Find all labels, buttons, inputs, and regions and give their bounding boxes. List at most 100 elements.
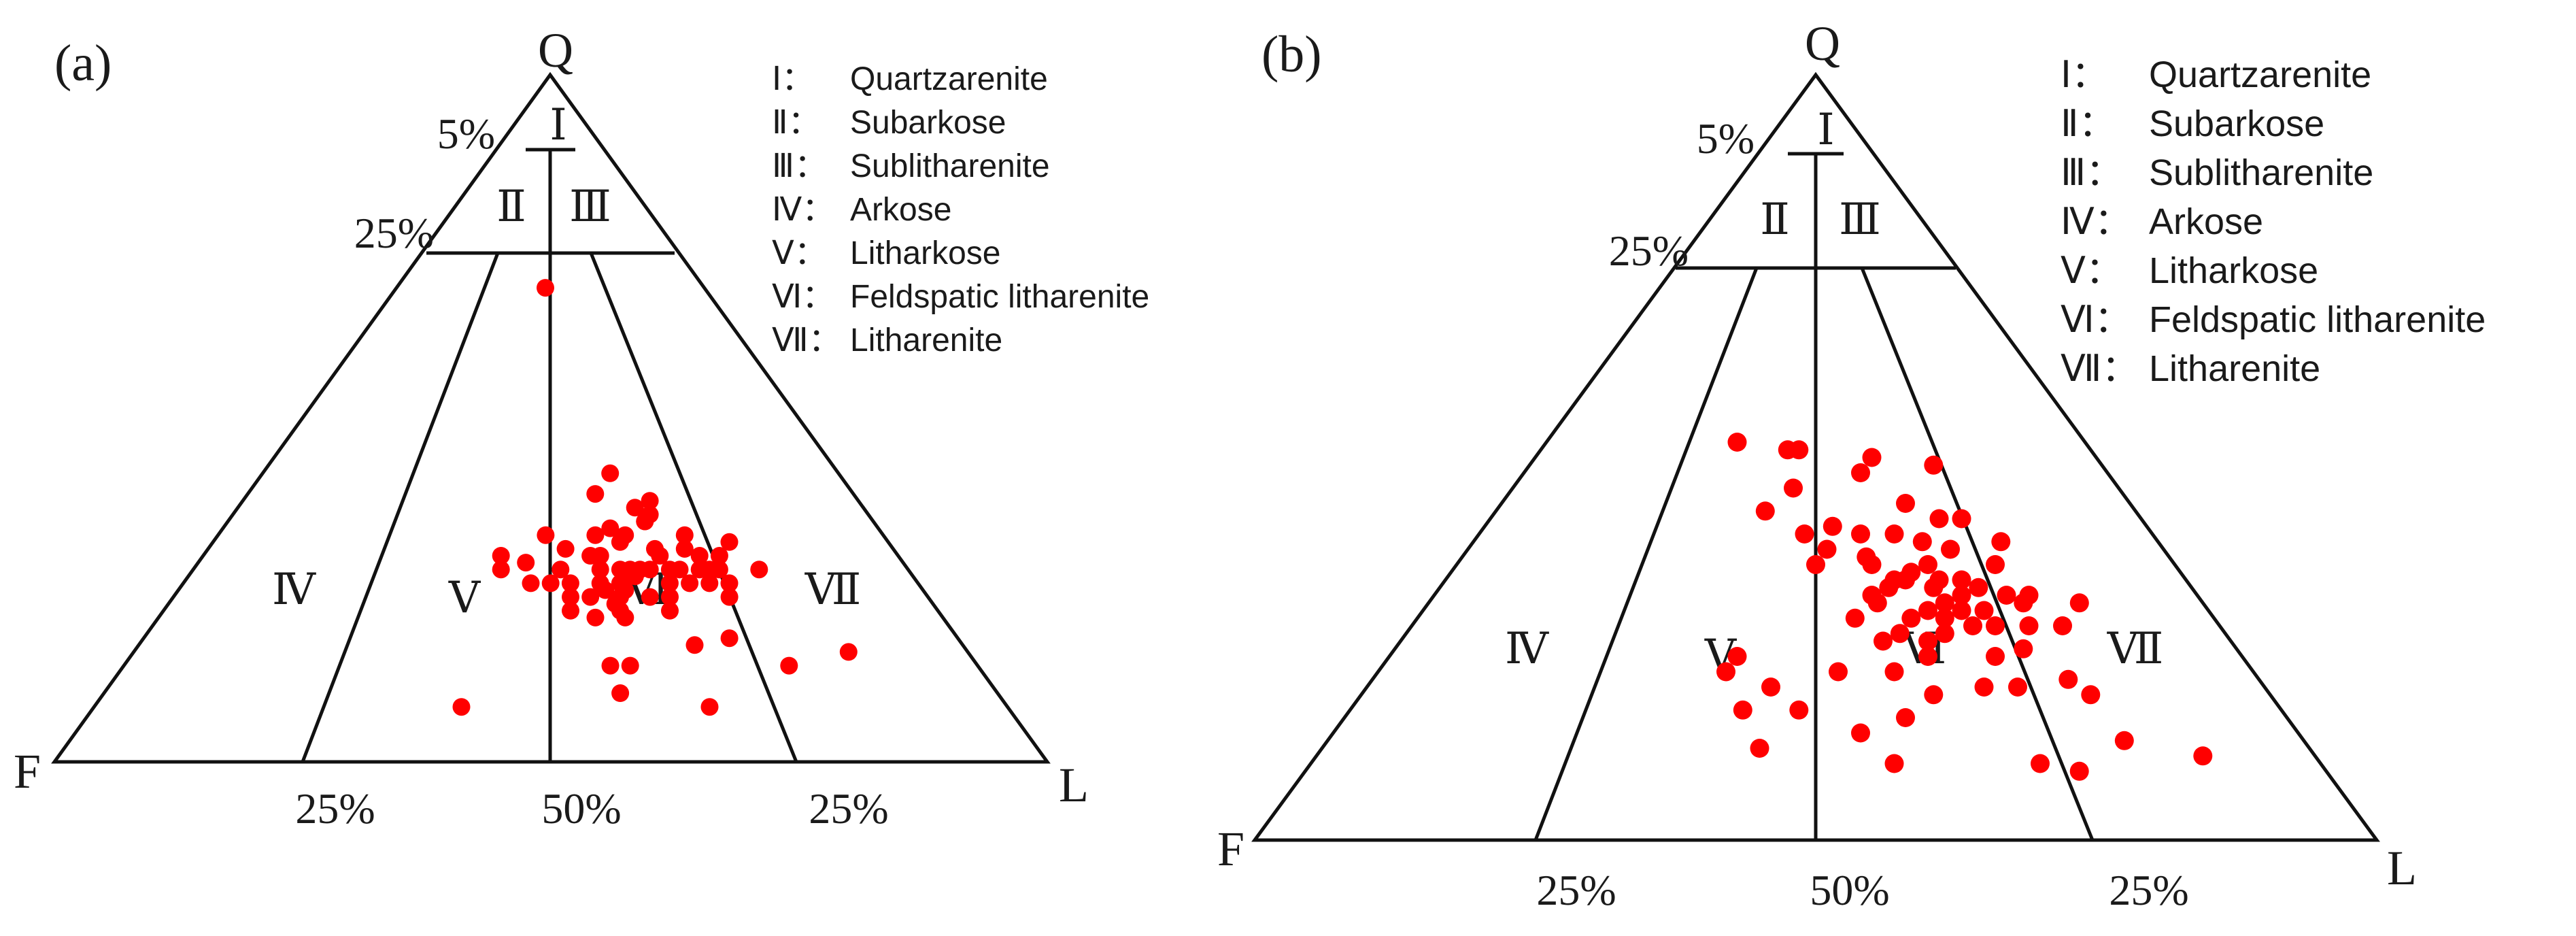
data-point [2014,593,2033,613]
legend-numeral-4: Ⅳ： [772,192,834,228]
data-point [1929,509,1949,529]
data-point [671,561,689,579]
data-point [562,601,579,620]
panel-a: (a) Q F L Ⅰ Ⅱ Ⅲ Ⅳ Ⅴ Ⅵ Ⅶ 5% 25% 25% 50% 2… [14,23,1149,833]
data-point [651,547,669,565]
data-point [586,485,605,503]
data-point [626,499,644,517]
data-point [2069,761,2089,781]
data-point [1997,586,2016,605]
legend-numeral-1: Ⅰ： [2061,54,2108,95]
region-label-i: Ⅰ [549,101,566,149]
data-point [1884,754,1904,773]
data-point [562,588,579,606]
data-point [1789,440,1809,460]
data-point [581,588,600,606]
data-point [616,608,634,626]
vertex-label-f: F [14,744,41,799]
data-point [537,526,555,544]
data-point [675,539,694,558]
region-label-iii: Ⅲ [1839,195,1881,244]
data-point [1974,601,1994,620]
data-point [1924,455,1944,475]
tick-label-left: 25% [295,784,375,833]
data-point [2019,616,2039,635]
legend-name-5: Litharkose [850,235,1000,271]
tick-label-q75: 25% [354,209,434,257]
data-point [710,547,728,565]
data-point [1935,593,1954,613]
data-point [1851,463,1870,482]
data-point [1974,678,1994,697]
data-point [1986,647,2005,666]
data-point [685,636,704,654]
legend-numeral-4: Ⅳ： [2061,201,2131,242]
legend-name-4: Arkose [850,192,951,228]
legend-name-4: Arkose [2149,201,2263,242]
data-point [1851,524,1870,544]
data-point [641,492,659,510]
data-point [661,601,679,620]
data-point [750,561,768,579]
data-point [601,464,620,482]
data-point [1918,631,1937,651]
data-point [1952,570,1971,590]
data-point [601,656,620,675]
legend-name-7: Litharenite [850,322,1002,358]
data-point [1750,739,1769,758]
data-point [2069,593,2089,613]
data-point [660,574,679,592]
data-point [541,574,560,592]
panel-b: (b) Q F L Ⅰ Ⅱ Ⅲ Ⅳ Ⅴ Ⅵ Ⅶ 5% 25% 25% 50% 2… [1217,16,2486,914]
panel-label: (b) [1261,26,1322,83]
region-label-v: Ⅴ [448,573,481,622]
vertex-label-q: Q [538,23,573,78]
data-point [492,547,510,565]
legend-numeral-5: Ⅴ： [2061,250,2122,291]
data-points [452,279,858,716]
legend: Ⅰ： Quartzarenite Ⅱ： Subarkose Ⅲ： Sublith… [772,61,1149,358]
data-point [720,574,739,592]
legend-name-5: Litharkose [2149,250,2318,291]
data-point [2114,731,2134,750]
data-point [1867,593,1887,613]
data-point [596,581,615,599]
data-point [1918,555,1937,574]
data-point [661,588,679,606]
data-point [1733,700,1752,720]
boundary-fl-left [1533,267,1759,841]
legend-numeral-6: Ⅵ： [772,279,834,315]
data-point [1952,601,1971,620]
region-label-iv: Ⅳ [272,565,316,614]
region-label-i: Ⅰ [1817,105,1834,154]
data-point [1784,478,1803,498]
data-point [1935,608,1954,628]
region-label-vii: Ⅶ [2107,624,2164,673]
data-point [1918,601,1937,620]
legend: Ⅰ： Quartzarenite Ⅱ： Subarkose Ⅲ： Sublith… [2061,54,2486,389]
data-point [700,698,719,716]
data-point [522,574,540,592]
data-point [1912,532,1932,552]
data-point [681,574,699,592]
data-point [641,588,659,606]
vertex-label-l: L [1059,758,1089,812]
legend-numeral-3: Ⅲ： [772,148,827,184]
data-point [1862,448,1882,467]
legend-name-6: Feldspatic litharenite [2149,299,2486,340]
tick-label-left: 25% [1536,866,1616,914]
data-point [621,656,639,675]
data-point [586,608,605,626]
boundary-fl-right [589,252,798,763]
data-point [720,629,739,648]
vertex-label-q: Q [1805,16,1840,71]
data-point [611,684,630,702]
legend-numeral-5: Ⅴ： [772,235,827,271]
region-label-ii: Ⅱ [496,182,526,231]
legend-name-6: Feldspatic litharenite [850,279,1149,315]
data-point [1963,616,1982,635]
boundary-fl-left [301,252,500,763]
data-point [1879,578,1899,597]
data-point [626,567,644,586]
